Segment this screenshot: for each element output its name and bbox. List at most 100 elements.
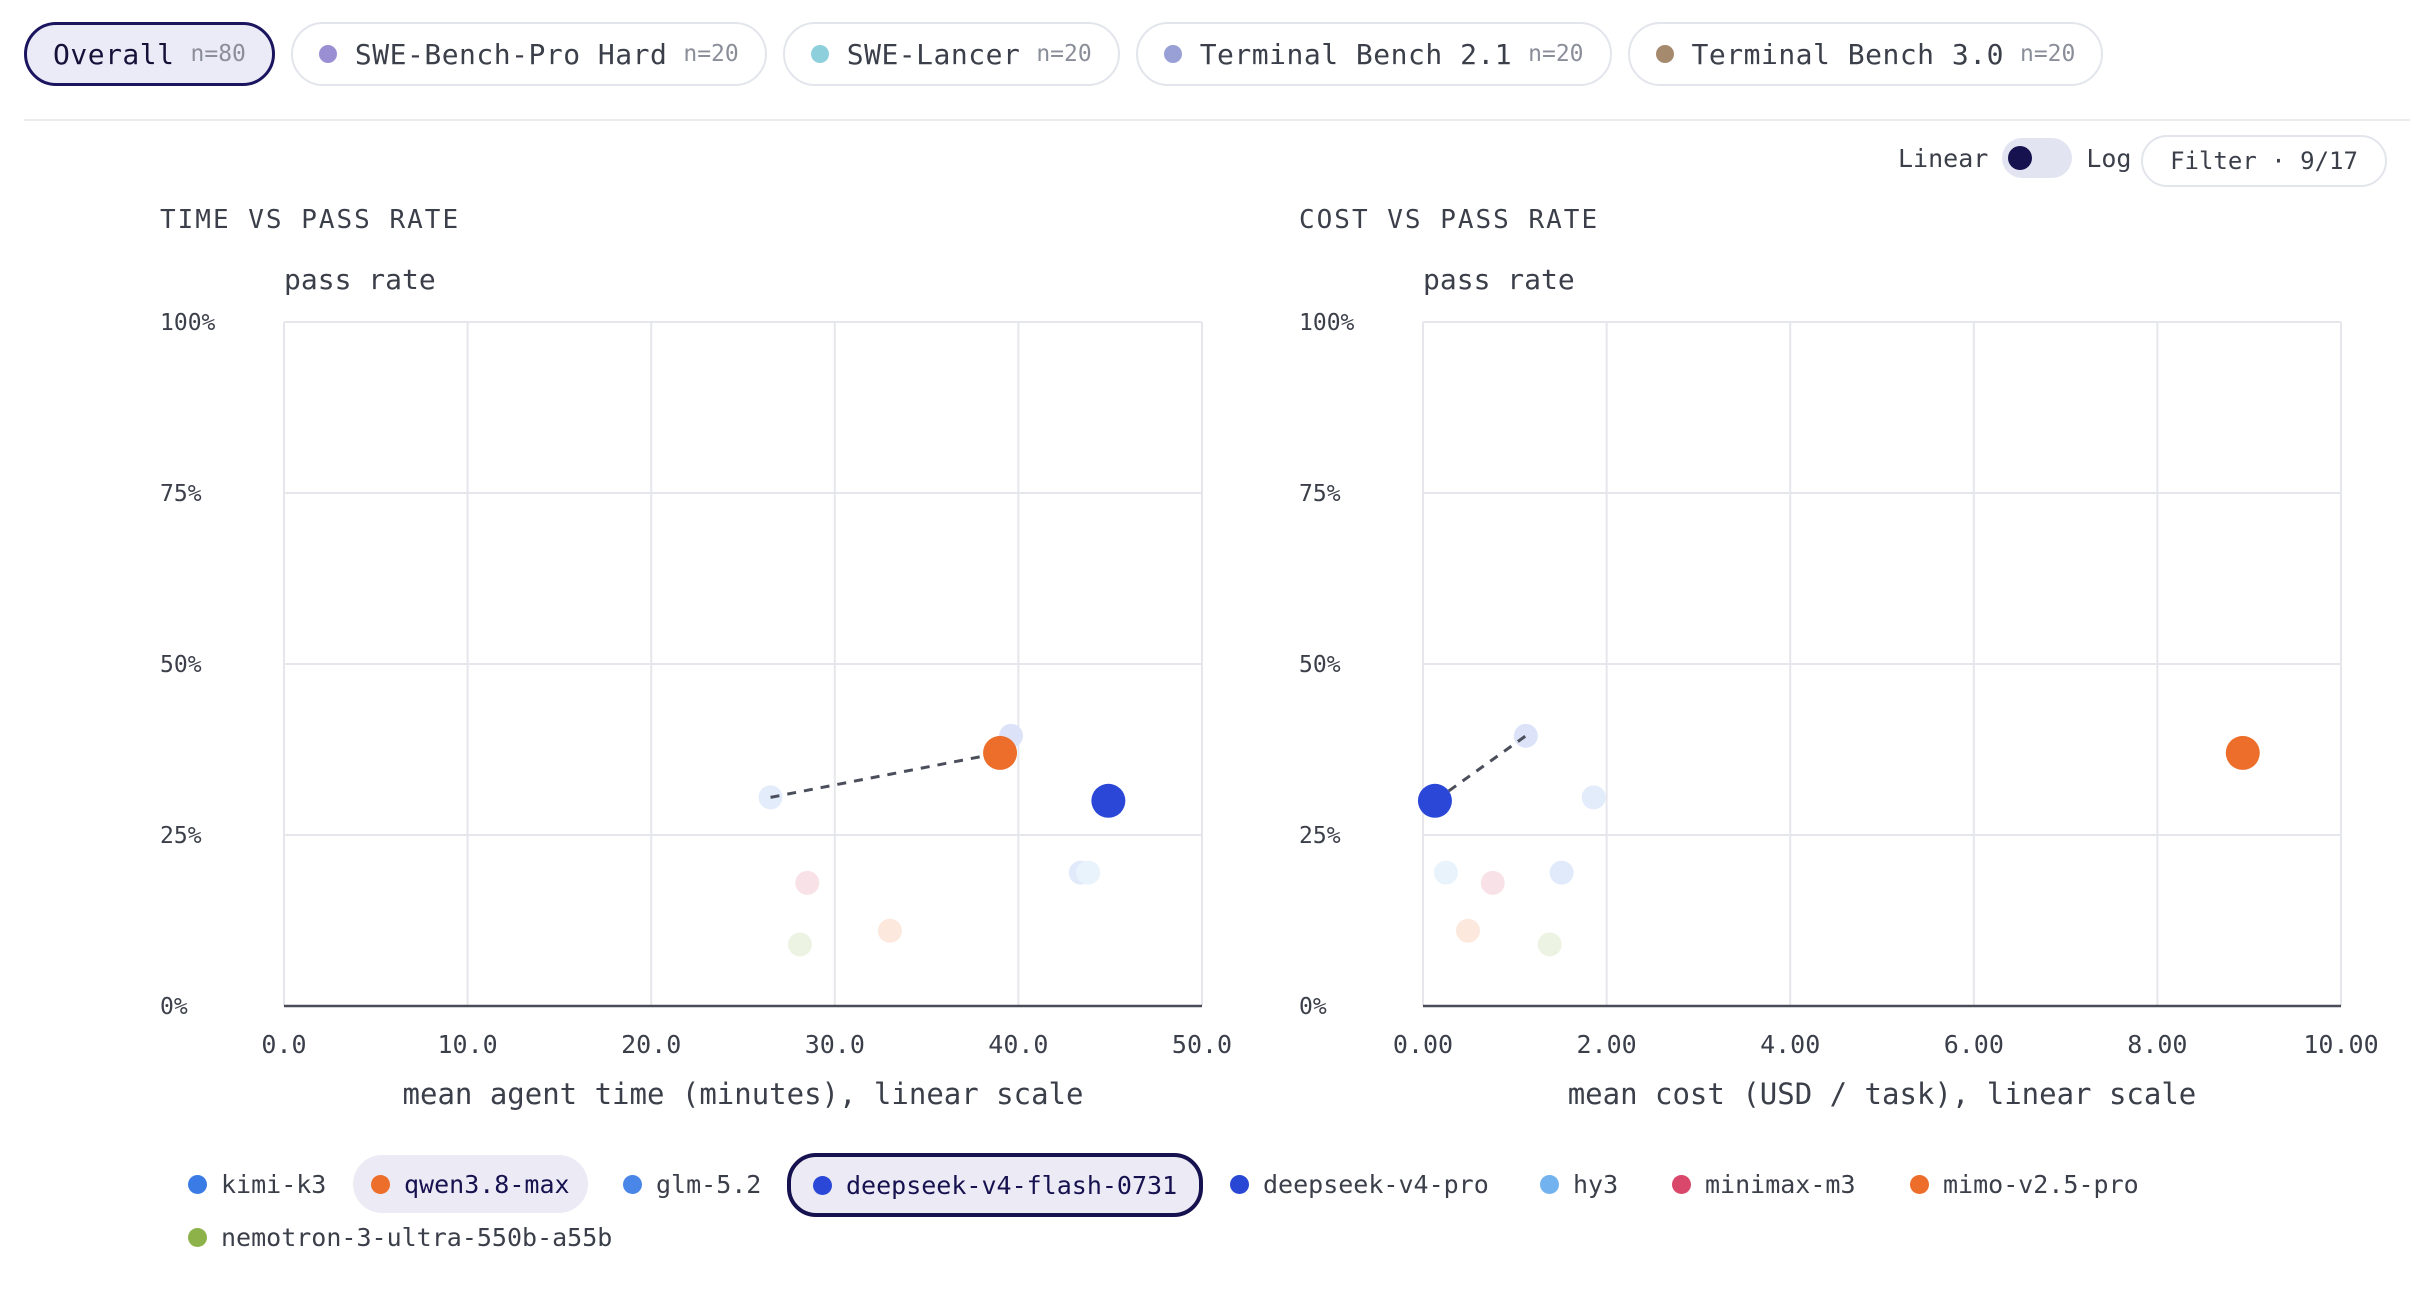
legend-label: minimax-m3 bbox=[1705, 1169, 1856, 1199]
tab-label: SWE-Lancer bbox=[846, 37, 1021, 71]
data-point-glm-5.2 bbox=[1581, 785, 1606, 810]
dot-icon bbox=[810, 45, 829, 63]
data-point-nemotron-3-ultra-550b-a55b bbox=[1537, 932, 1562, 957]
y-axis-label: pass rate bbox=[1423, 263, 1575, 296]
legend-label: mimo-v2.5-pro bbox=[1943, 1169, 2139, 1199]
legend-item-deepseek-v4-flash-0731[interactable]: deepseek-v4-flash-0731 bbox=[787, 1153, 1204, 1217]
data-point-qwen3.8-max bbox=[983, 735, 1018, 770]
scale-log-label[interactable]: Log bbox=[2086, 143, 2132, 173]
dot-icon bbox=[1655, 45, 1674, 63]
legend-item-deepseek-v4-pro[interactable]: deepseek-v4-pro bbox=[1212, 1155, 1507, 1213]
data-point-minimax-m3 bbox=[795, 870, 820, 895]
y-tick-label: 50% bbox=[160, 652, 202, 678]
dot-icon bbox=[1163, 45, 1182, 63]
legend-item-nemotron-3-ultra-550b-a55b[interactable]: nemotron-3-ultra-550b-a55b bbox=[170, 1208, 630, 1266]
x-tick-label: 20.0 bbox=[621, 1030, 681, 1059]
data-point-qwen3.8-max bbox=[2225, 735, 2260, 770]
legend-label: glm-5.2 bbox=[656, 1169, 762, 1199]
dot-icon bbox=[1672, 1174, 1691, 1194]
scale-linear-label[interactable]: Linear bbox=[1898, 143, 1989, 173]
y-axis-label: pass rate bbox=[284, 263, 436, 296]
tab-count: n=80 bbox=[190, 41, 246, 67]
x-tick-label: 8.00 bbox=[2127, 1030, 2187, 1059]
chart-cost-vs-pass-rate: COST VS PASS RATE pass rate 0% 25% 50% 75% 100… bbox=[1299, 205, 2379, 1111]
y-tick-label: 75% bbox=[1299, 481, 1341, 507]
x-tick-label: 6.00 bbox=[1944, 1030, 2004, 1059]
x-tick-label: 0.00 bbox=[1393, 1030, 1453, 1059]
connector-line bbox=[1434, 734, 1527, 803]
scale-toggle: Linear Log bbox=[1898, 138, 2131, 178]
dot-icon bbox=[188, 1227, 207, 1247]
chart-time-vs-pass-rate: TIME VS PASS RATE pass rate 0% 25% 50% 75% 100… bbox=[160, 205, 1232, 1111]
chart-title: COST VS PASS RATE bbox=[1299, 205, 1599, 235]
y-tick-label: 25% bbox=[160, 823, 202, 849]
data-point-deepseek-v4-flash-0731 bbox=[1417, 783, 1452, 818]
y-tick-label: 75% bbox=[160, 481, 202, 507]
legend-item-hy3[interactable]: hy3 bbox=[1522, 1155, 1636, 1213]
legend-item-minimax-m3[interactable]: minimax-m3 bbox=[1654, 1155, 1874, 1213]
x-tick-label: 10.0 bbox=[437, 1030, 497, 1059]
tab-overall[interactable]: Overall n=80 bbox=[24, 22, 275, 86]
y-tick-label: 50% bbox=[1299, 652, 1341, 678]
dot-icon bbox=[623, 1174, 642, 1194]
data-point-kimi-k3 bbox=[1549, 860, 1574, 885]
filter-button[interactable]: Filter · 9/17 bbox=[2141, 135, 2387, 187]
tab-count: n=20 bbox=[1528, 41, 1584, 67]
y-tick-label: 100% bbox=[1299, 310, 1355, 336]
y-tick-label: 0% bbox=[160, 994, 188, 1020]
legend-item-qwen3-8-max[interactable]: qwen3.8-max bbox=[353, 1155, 588, 1213]
data-point-deepseek-v4-flash-0731 bbox=[1091, 783, 1126, 818]
dot-icon bbox=[371, 1174, 390, 1194]
legend-item-glm-5-2[interactable]: glm-5.2 bbox=[605, 1155, 779, 1213]
data-point-mimo-v2.5-pro bbox=[1455, 918, 1480, 943]
data-point-nemotron-3-ultra-550b-a55b bbox=[787, 932, 812, 957]
legend-label: hy3 bbox=[1573, 1169, 1619, 1199]
tab-swe-lancer[interactable]: SWE-Lancer n=20 bbox=[782, 22, 1120, 86]
data-point-hy3 bbox=[1433, 860, 1458, 885]
data-point-hy3 bbox=[1076, 860, 1101, 885]
dot-icon bbox=[1910, 1174, 1929, 1194]
x-axis-label: mean cost (USD / task), linear scale bbox=[1568, 1077, 2197, 1111]
tab-terminal-bench-3-0[interactable]: Terminal Bench 3.0 n=20 bbox=[1627, 22, 2104, 86]
dot-icon bbox=[318, 45, 337, 63]
x-tick-label: 30.0 bbox=[805, 1030, 865, 1059]
data-point-minimax-m3 bbox=[1480, 870, 1505, 895]
x-tick-label: 4.00 bbox=[1760, 1030, 1820, 1059]
connector-line bbox=[770, 751, 1001, 799]
legend-item-mimo-v2-5-pro[interactable]: mimo-v2.5-pro bbox=[1892, 1155, 2157, 1213]
legend-label: deepseek-v4-pro bbox=[1263, 1169, 1489, 1199]
dot-icon bbox=[1230, 1174, 1249, 1194]
tab-label: Terminal Bench 3.0 bbox=[1691, 37, 2004, 71]
scale-switch[interactable] bbox=[2002, 138, 2073, 178]
tab-label: SWE-Bench-Pro Hard bbox=[354, 37, 668, 71]
y-tick-label: 25% bbox=[1299, 823, 1341, 849]
legend-label: kimi-k3 bbox=[221, 1169, 327, 1199]
tab-count: n=20 bbox=[683, 41, 739, 67]
legend-label: deepseek-v4-flash-0731 bbox=[846, 1170, 1178, 1200]
x-tick-label: 10.00 bbox=[2303, 1030, 2378, 1059]
switch-knob bbox=[2008, 146, 2033, 170]
data-point-mimo-v2.5-pro bbox=[877, 918, 902, 943]
legend-label: qwen3.8-max bbox=[404, 1169, 570, 1199]
tab-count: n=20 bbox=[2019, 41, 2076, 67]
y-tick-label: 100% bbox=[160, 310, 216, 336]
legend-item-kimi-k3[interactable]: kimi-k3 bbox=[170, 1155, 344, 1213]
tab-swe-bench-pro-hard[interactable]: SWE-Bench-Pro Hard n=20 bbox=[290, 22, 767, 86]
tab-terminal-bench-2-1[interactable]: Terminal Bench 2.1 n=20 bbox=[1135, 22, 1612, 86]
dot-icon bbox=[1540, 1174, 1559, 1194]
x-tick-label: 40.0 bbox=[988, 1030, 1048, 1059]
benchmark-tabs: Overall n=80 SWE-Bench-Pro Hard n=20 SWE… bbox=[24, 22, 2104, 86]
tab-label: Overall bbox=[53, 37, 175, 71]
chart-title: TIME VS PASS RATE bbox=[160, 205, 460, 235]
x-tick-label: 2.00 bbox=[1576, 1030, 1636, 1059]
x-tick-label: 50.0 bbox=[1172, 1030, 1232, 1059]
dot-icon bbox=[188, 1174, 207, 1194]
y-tick-label: 0% bbox=[1299, 994, 1327, 1020]
dot-icon bbox=[813, 1175, 832, 1195]
x-tick-label: 0.0 bbox=[261, 1030, 306, 1059]
x-axis-label: mean agent time (minutes), linear scale bbox=[403, 1077, 1084, 1111]
legend-label: nemotron-3-ultra-550b-a55b bbox=[221, 1222, 613, 1252]
tab-label: Terminal Bench 2.1 bbox=[1199, 37, 1513, 71]
tab-count: n=20 bbox=[1036, 41, 1092, 67]
